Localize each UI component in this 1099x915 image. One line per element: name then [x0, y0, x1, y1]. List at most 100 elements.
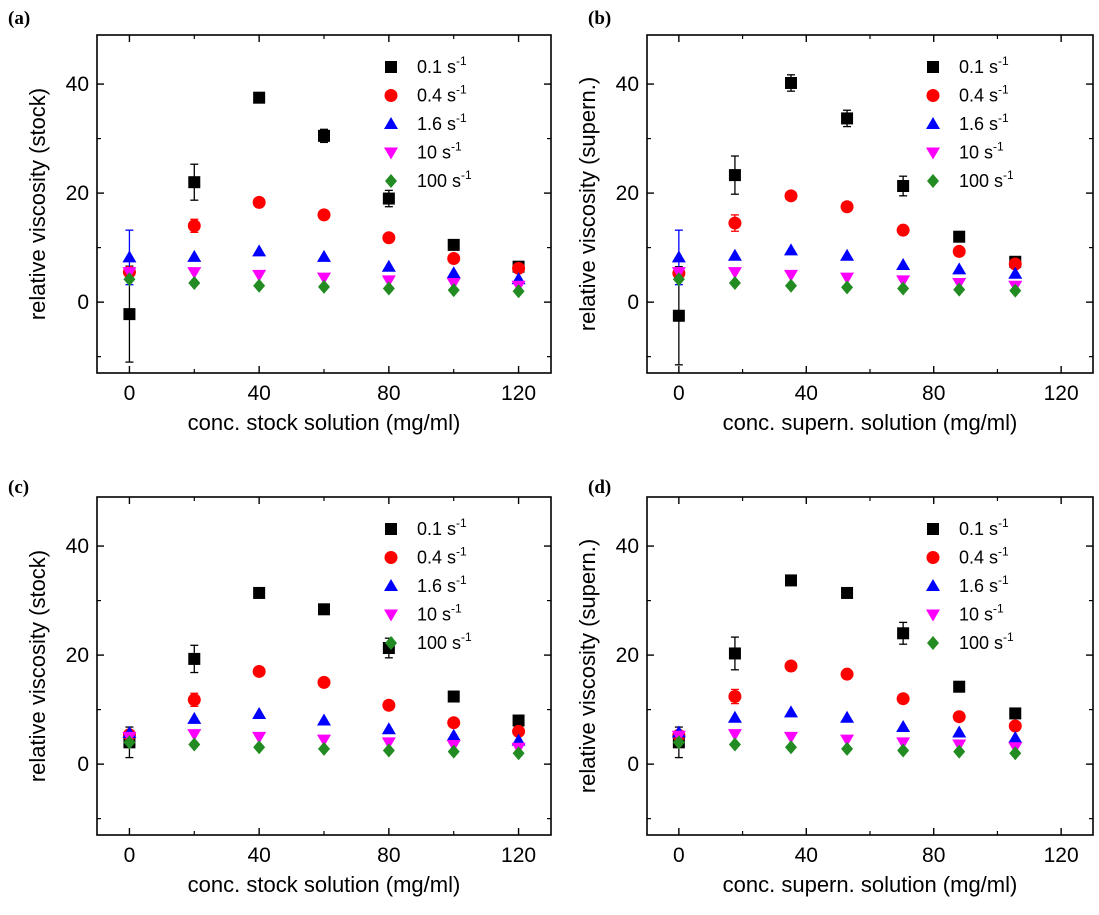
panel-c-point-0-4-s	[382, 698, 396, 712]
panel-b-x-tick-label: 120	[1044, 382, 1079, 405]
panel-d-point-100-s	[953, 744, 966, 759]
panel-d-label: (d)	[588, 477, 611, 498]
panel-d-point-0-1-s	[784, 574, 797, 587]
panel-b-point-0-4-s	[1008, 257, 1022, 271]
panel-a-legend-label: 100 s-1	[417, 168, 472, 191]
panel-c-series-100-s	[123, 735, 525, 761]
panel-c-y-tick-label: 40	[66, 535, 89, 558]
panel-d-point-0-1-s	[897, 627, 910, 640]
panel-a-point-0-4-s	[317, 208, 331, 222]
panel-c-point-10-s	[187, 729, 202, 742]
panel-b-label: (b)	[588, 8, 611, 29]
panel-b-legend-label: 10 s-1	[959, 140, 1004, 163]
panel-a-point-100-s	[512, 284, 525, 299]
panel-b-legend: 0.1 s-1 0.4 s-1 1.6 s-1 10 s-1 100 s-1	[926, 54, 1014, 191]
panel-c-point-1-6-s	[317, 713, 331, 726]
panel-d-x-tick-label: 120	[1044, 844, 1079, 867]
panel-c-point-100-s	[447, 744, 460, 759]
panel-c-legend-marker-0-1-s	[385, 523, 397, 535]
panel-a-series-0-1-s	[123, 91, 525, 363]
panel-c-y-tick-label: 0	[77, 753, 89, 776]
panel-d-point-0-4-s	[728, 690, 742, 704]
panel-c-point-1-6-s	[446, 728, 461, 741]
panel-d-legend-label: 1.6 s-1	[959, 573, 1009, 596]
panel-a-point-0-4-s	[447, 252, 461, 266]
panel-b-point-0-4-s	[728, 216, 742, 230]
panel-c-point-0-4-s	[512, 724, 526, 738]
panel-d-legend-marker-100-s	[927, 636, 939, 650]
panel-c-point-10-s	[252, 731, 267, 744]
panel-b-point-1-6-s	[896, 258, 911, 271]
panel-c-x-tick-label: 0	[124, 844, 136, 867]
panel-a-point-1-6-s	[381, 259, 396, 272]
panel-b-point-0-1-s	[672, 309, 685, 322]
panel-a-point-10-s	[381, 275, 396, 288]
panel-d-plot-frame	[646, 496, 1094, 836]
panel-b-point-10-s	[840, 272, 855, 285]
panel-a-legend-label: 10 s-1	[417, 140, 462, 163]
panel-c-point-100-s	[318, 741, 330, 756]
panel-a-x-tick-label: 80	[377, 382, 400, 405]
panel-c-legend-marker-10-s	[384, 609, 398, 622]
panel-b-point-10-s	[727, 267, 742, 280]
panel-c-y-tick-label: 20	[66, 644, 89, 667]
panel-a-legend-marker-100-s	[385, 174, 397, 188]
panel-c-y-axis-label: relative viscosity (stock)	[25, 550, 50, 782]
panel-a-point-10-s	[317, 272, 331, 285]
panel-d-series-0-4-s	[672, 659, 1022, 742]
panel-d-point-1-6-s	[896, 720, 911, 733]
panel-d-legend-label: 100 s-1	[959, 630, 1014, 653]
panel-a-point-1-6-s	[187, 249, 202, 262]
panel-d-point-100-s	[728, 737, 741, 752]
panel-b-point-100-s	[784, 278, 797, 293]
panel-a-y-tick-label: 0	[77, 291, 89, 314]
panel-c-series-0-1-s	[123, 586, 525, 759]
panel-b-point-0-4-s	[952, 244, 966, 258]
panel-c-x-axis-label: conc. stock solution (mg/ml)	[188, 872, 461, 897]
panel-b-point-0-4-s	[896, 223, 910, 237]
panel-b-point-1-6-s	[840, 248, 855, 261]
panel-b-legend-marker-1-6-s	[926, 117, 940, 129]
panel-c-point-100-s	[123, 735, 136, 750]
panel-b-point-100-s	[728, 276, 741, 291]
panel-c-legend-label: 100 s-1	[417, 630, 472, 653]
panel-b-legend-label: 0.4 s-1	[959, 83, 1009, 106]
panel-d-point-100-s	[841, 741, 854, 756]
panel-d-legend-marker-10-s	[926, 609, 940, 622]
panel-d-point-0-1-s	[1009, 707, 1022, 720]
panel-a: (a) 0 40 80 120 0 20 40 conc. stock solution (mg…	[8, 8, 552, 435]
panel-b-point-100-s	[672, 272, 685, 287]
panel-c-series-0-4-s	[122, 664, 526, 742]
panel-a-point-100-s	[382, 281, 395, 296]
panel-d-legend-marker-0-1-s	[927, 523, 939, 535]
panel-a-point-1-6-s	[122, 250, 137, 263]
panel-a-x-tick-label: 40	[247, 382, 270, 405]
panel-d-y-tick-label: 0	[627, 753, 639, 776]
panel-d-point-10-s	[783, 731, 798, 744]
panel-b-y-axis-label: relative viscosity (supern.)	[575, 77, 600, 331]
panel-b-x-tick-label: 40	[795, 382, 818, 405]
panel-c-x-tick-label: 80	[377, 844, 400, 867]
panel-d-x-tick-label: 0	[673, 844, 685, 867]
panel-c-point-100-s	[253, 740, 266, 755]
panel-d-point-10-s	[840, 734, 855, 747]
panel-b-point-0-4-s	[784, 189, 798, 203]
panel-b-series-100-s	[672, 272, 1022, 298]
panel-c-legend-marker-1-6-s	[384, 579, 398, 591]
panel-d-y-axis-label: relative viscosity (supern.)	[575, 539, 600, 793]
panel-d-x-axis-label: conc. supern. solution (mg/ml)	[723, 872, 1018, 897]
panel-a-point-0-1-s	[318, 129, 330, 142]
panel-d-point-0-1-s	[953, 680, 966, 693]
panel-a-legend-marker-0-1-s	[385, 61, 397, 73]
panel-a-legend: 0.1 s-1 0.4 s-1 1.6 s-1 10 s-1 100 s-1	[384, 54, 472, 191]
panel-d-legend-label: 10 s-1	[959, 602, 1004, 625]
panel-c: (c) 0 40 80 120 0 20 40 conc. stock solution (mg…	[8, 477, 552, 897]
panel-a-point-0-1-s	[447, 238, 460, 251]
panel-b-series-0-1-s	[672, 74, 1022, 366]
panel-d-legend-marker-1-6-s	[926, 579, 940, 591]
panel-b-series-1-6-s	[671, 229, 1023, 286]
panel-d-point-1-6-s	[840, 710, 855, 723]
panel-d-x-tick-label: 40	[795, 844, 818, 867]
panel-b-point-1-6-s	[727, 248, 742, 261]
